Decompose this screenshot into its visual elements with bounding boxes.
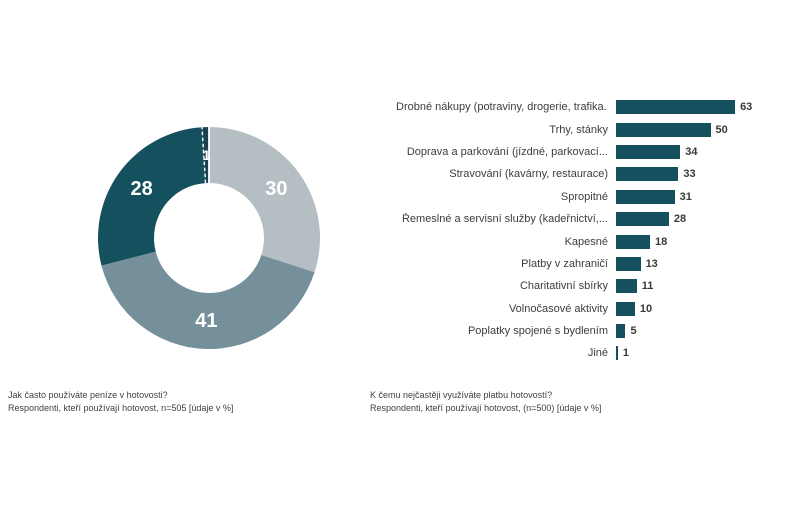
bar-category-label: Volnočasové aktivity [508, 302, 608, 315]
bar-row: Jiné 1 [396, 342, 798, 364]
bar [616, 279, 637, 294]
bar [616, 346, 618, 361]
donut-value-label: 1 [202, 147, 210, 163]
bar-value-label: 18 [655, 235, 668, 248]
bar-track: 34 [616, 144, 698, 159]
bar-track: 13 [616, 256, 658, 271]
bar-row: Poplatky spojené s bydlením 5 [396, 320, 798, 342]
bar-track: 5 [616, 324, 637, 339]
bar-category-label: Kapesné [564, 235, 608, 248]
bar-row: Trhy, stánky 50 [396, 118, 798, 140]
bar [616, 100, 736, 115]
bar-category-label: Platby v zahraničí [521, 257, 608, 270]
bar-caption-note: Respondenti, kteří používají hotovost, (… [370, 402, 602, 413]
bar-value-label: 11 [641, 280, 654, 293]
bar-track: 33 [616, 167, 696, 182]
donut-caption: Jak často používáte peníze v hotovosti? … [8, 389, 233, 414]
bar-value-label: 13 [645, 257, 658, 270]
bar [616, 212, 669, 227]
donut-slice-1 [202, 127, 209, 184]
bar-track: 31 [616, 189, 692, 204]
bar-value-label: 50 [715, 123, 728, 136]
bar-value-label: 1 [622, 347, 629, 360]
bar [616, 256, 641, 271]
bar-caption: K čemu nejčastěji využíváte platbu hotov… [370, 389, 601, 414]
bar-row: Doprava a parkování (jízdné, parkovací..… [396, 141, 798, 163]
bar-category-label: Charitativní sbírky [519, 280, 608, 293]
bar-value-label: 63 [740, 101, 753, 114]
slice-separator-dashed [201, 126, 207, 184]
donut-value-label: 28 [131, 178, 153, 200]
bar-value-label: 33 [683, 168, 696, 181]
bar [616, 301, 635, 316]
donut-caption-question: Jak často používáte peníze v hotovosti? [8, 390, 168, 400]
bar-track: 10 [616, 301, 653, 316]
bar [616, 167, 679, 182]
bar-row: Platby v zahraničí 13 [396, 253, 798, 275]
donut-slice-28 [97, 127, 206, 266]
bar-track: 18 [616, 234, 668, 249]
bar [616, 122, 711, 137]
bar-category-label: Stravování (kavárny, restaurace) [449, 168, 608, 181]
bar-track: 28 [616, 212, 687, 227]
bar-category-label: Doprava a parkování (jízdné, parkovací..… [406, 145, 608, 158]
bar-track: 11 [616, 279, 654, 294]
donut-slice-41 [101, 251, 315, 350]
bar [616, 189, 675, 204]
bar-value-label: 34 [685, 145, 698, 158]
bar-value-label: 28 [673, 213, 687, 226]
bar-row: Kapesné 18 [396, 230, 798, 252]
bar-value-label: 10 [639, 302, 653, 315]
bar-category-label: Spropitné [560, 190, 608, 203]
bar [616, 144, 681, 159]
donut-caption-note: Respondenti, kteří používají hotovost, n… [8, 402, 234, 413]
bar-track: 50 [616, 122, 728, 137]
bar-category-label: Jiné [587, 347, 608, 360]
bar-category-label: Drobné nákupy (potraviny, drogerie, traf… [396, 101, 608, 114]
bar-value-label: 31 [679, 190, 692, 203]
bar-row: Volnočasové aktivity 10 [396, 298, 798, 320]
bar-category-label: Poplatky spojené s bydlením [467, 325, 608, 338]
bar-row: Drobné nákupy (potraviny, drogerie, traf… [396, 96, 798, 118]
bar-category-label: Trhy, stánky [549, 123, 608, 136]
bar-row: Spropitné 31 [396, 186, 798, 208]
bar [616, 234, 651, 249]
bar-value-label: 5 [630, 325, 637, 338]
bar-row: Charitativní sbírky 11 [396, 275, 798, 297]
donut-value-label: 41 [195, 310, 217, 332]
bar-row: Řemeslné a servisní služby (kadeřnictví,… [396, 208, 798, 230]
donut-slice-30 [209, 127, 320, 273]
bar-track: 63 [616, 100, 753, 115]
bar-chart: Drobné nákupy (potraviny, drogerie, traf… [396, 96, 798, 365]
bar-track: 1 [616, 346, 629, 361]
bar-row: Stravování (kavárny, restaurace) 33 [396, 163, 798, 185]
donut-chart: 30 41 28 1 [97, 126, 320, 350]
bar [616, 324, 626, 339]
bar-category-label: Řemeslné a servisní služby (kadeřnictví,… [401, 213, 608, 226]
donut-value-label: 30 [265, 178, 287, 200]
bar-caption-question: K čemu nejčastěji využíváte platbu hotov… [370, 390, 553, 400]
